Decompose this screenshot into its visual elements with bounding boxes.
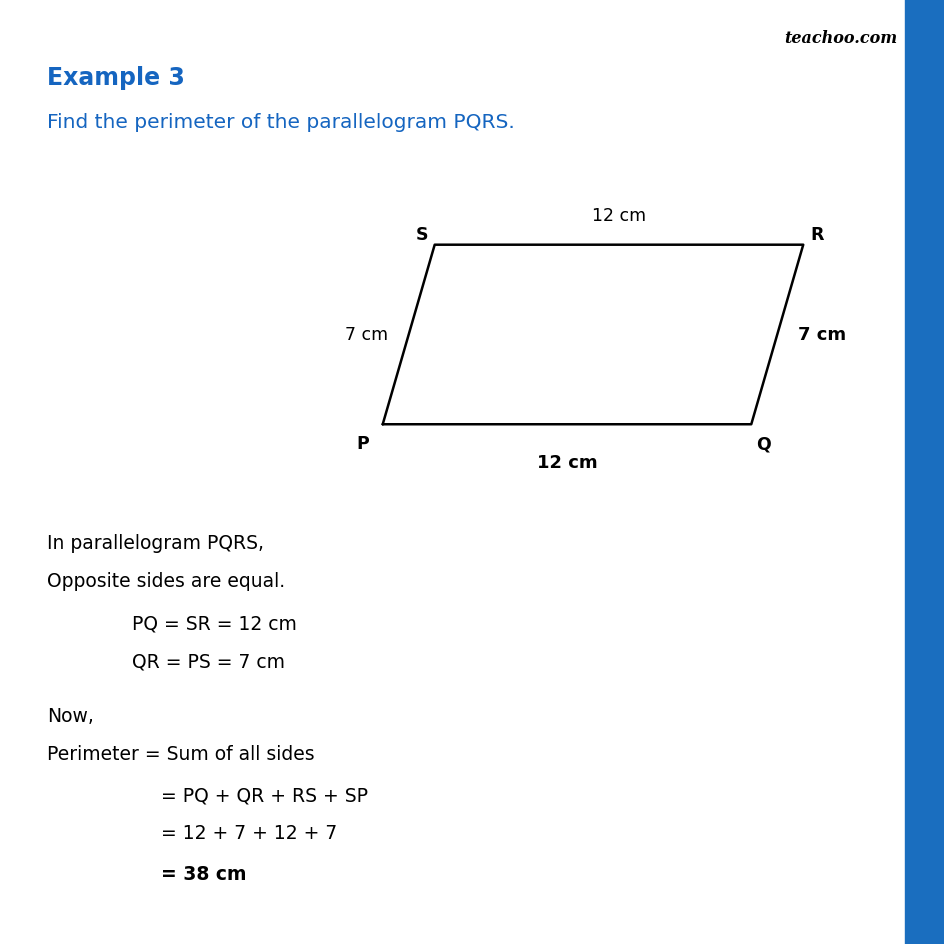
Text: 7 cm: 7 cm [345,326,387,345]
Text: In parallelogram PQRS,: In parallelogram PQRS, [47,533,264,552]
Text: teachoo.com: teachoo.com [784,30,897,47]
Text: 12 cm: 12 cm [591,207,646,225]
Text: 7 cm: 7 cm [797,326,845,345]
Text: Opposite sides are equal.: Opposite sides are equal. [47,571,285,590]
Text: QR = PS = 7 cm: QR = PS = 7 cm [132,651,285,670]
Text: R: R [809,226,822,244]
Text: S: S [415,226,428,244]
Text: PQ = SR = 12 cm: PQ = SR = 12 cm [132,614,296,632]
Text: = 12 + 7 + 12 + 7: = 12 + 7 + 12 + 7 [160,823,337,842]
Bar [904,0,944,944]
Text: Q: Q [755,435,770,453]
Text: Now,: Now, [47,706,94,725]
Text: P: P [356,435,369,453]
Text: 12 cm: 12 cm [536,453,597,471]
Text: Find the perimeter of the parallelogram PQRS.: Find the perimeter of the parallelogram … [47,113,514,132]
Text: Example 3: Example 3 [47,66,185,90]
Text: Perimeter = Sum of all sides: Perimeter = Sum of all sides [47,744,314,763]
Text: = 38 cm: = 38 cm [160,864,245,883]
Text: = PQ + QR + RS + SP: = PQ + QR + RS + SP [160,785,367,804]
